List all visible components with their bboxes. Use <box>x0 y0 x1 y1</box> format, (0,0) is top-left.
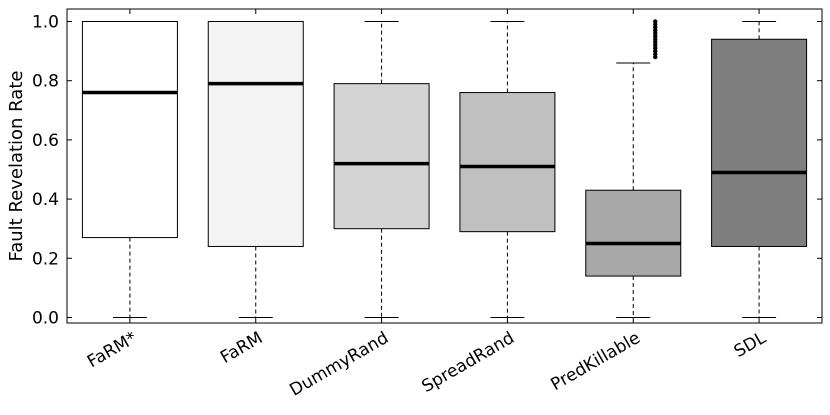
box-predkillable <box>585 19 682 318</box>
x-tick-label: PredKillable <box>548 328 644 395</box>
y-axis-label: Fault Revelation Rate <box>6 71 27 262</box>
y-tick-label: 0.6 <box>32 131 59 151</box>
x-tick-label: DummyRand <box>286 328 392 401</box>
y-tick-label: 0.0 <box>32 309 59 329</box>
x-tick-label: SpreadRand <box>418 328 517 397</box>
y-tick-label: 0.4 <box>32 190 59 210</box>
x-tick-label: SDL <box>731 328 770 362</box>
iqr-box <box>333 83 430 230</box>
iqr-box <box>459 92 556 233</box>
plot-area-frame <box>66 8 823 324</box>
iqr-box <box>207 21 304 247</box>
box-sdl <box>711 21 808 318</box>
y-tick-label: 1.0 <box>32 13 59 33</box>
box-spreadrand <box>459 21 556 318</box>
iqr-box <box>585 189 682 277</box>
x-tick-label: FaRM* <box>84 328 140 372</box>
box-farm <box>207 21 304 318</box>
outlier-point <box>653 19 658 24</box>
y-tick-label: 0.8 <box>32 72 59 92</box>
box-farm- <box>81 21 178 318</box>
y-tick-label: 0.2 <box>32 249 59 269</box>
box-dummyrand <box>333 21 430 318</box>
iqr-box <box>711 38 808 247</box>
x-tick-label: FaRM <box>217 328 266 368</box>
iqr-box <box>81 21 178 239</box>
